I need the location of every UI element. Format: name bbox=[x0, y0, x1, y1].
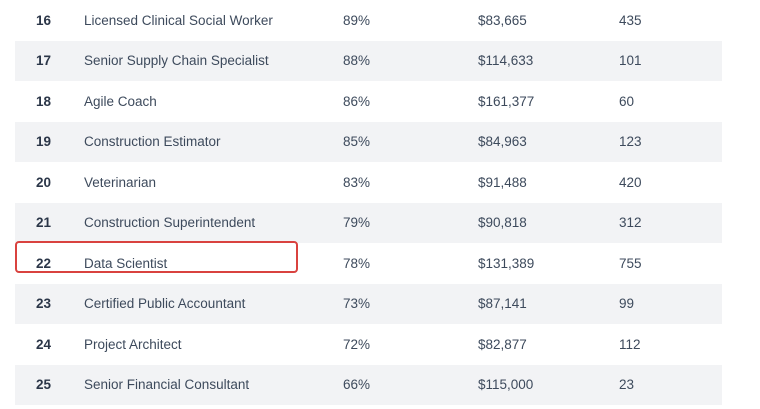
table-row: 20 Veterinarian 83% $91,488 420 bbox=[15, 162, 722, 203]
percent-cell: 73% bbox=[343, 296, 371, 312]
percent-cell: 83% bbox=[343, 174, 371, 190]
salary-cell: $131,389 bbox=[478, 255, 535, 271]
salary-cell: $114,633 bbox=[478, 53, 534, 69]
rank-cell: 21 bbox=[36, 215, 52, 231]
jobs-table: 16 Licensed Clinical Social Worker 89% $… bbox=[15, 0, 722, 405]
rank-cell: 25 bbox=[36, 377, 52, 393]
percent-cell: 86% bbox=[343, 93, 371, 109]
rank-cell: 17 bbox=[36, 53, 52, 69]
table-row-highlighted: 22 Data Scientist 78% $131,389 755 bbox=[15, 243, 722, 284]
job-title-cell: Senior Supply Chain Specialist bbox=[84, 53, 269, 69]
job-title-cell: Data Scientist bbox=[84, 255, 168, 271]
job-title-cell: Certified Public Accountant bbox=[84, 296, 246, 312]
count-cell: 60 bbox=[619, 93, 635, 109]
percent-cell: 72% bbox=[343, 336, 371, 352]
job-title-cell: Project Architect bbox=[84, 336, 182, 352]
rank-cell: 19 bbox=[36, 134, 52, 150]
salary-cell: $82,877 bbox=[478, 336, 527, 352]
rank-cell: 24 bbox=[36, 336, 52, 352]
count-cell: 23 bbox=[619, 377, 635, 393]
salary-cell: $161,377 bbox=[478, 93, 535, 109]
percent-cell: 66% bbox=[343, 377, 371, 393]
rank-cell: 18 bbox=[36, 93, 52, 109]
count-cell: 123 bbox=[619, 134, 642, 150]
salary-cell: $90,818 bbox=[478, 215, 527, 231]
job-title-cell: Agile Coach bbox=[84, 93, 157, 109]
salary-cell: $84,963 bbox=[478, 134, 527, 150]
table-row: 23 Certified Public Accountant 73% $87,1… bbox=[15, 283, 722, 324]
table-row: 19 Construction Estimator 85% $84,963 12… bbox=[15, 121, 722, 162]
job-title-cell: Construction Superintendent bbox=[84, 215, 256, 231]
percent-cell: 85% bbox=[343, 134, 371, 150]
percent-cell: 78% bbox=[343, 255, 371, 271]
job-title-cell: Construction Estimator bbox=[84, 134, 221, 150]
table-row: 21 Construction Superintendent 79% $90,8… bbox=[15, 202, 722, 243]
percent-cell: 89% bbox=[343, 12, 371, 28]
salary-cell: $87,141 bbox=[478, 296, 527, 312]
rank-cell: 23 bbox=[36, 296, 52, 312]
rank-cell: 22 bbox=[36, 255, 52, 271]
percent-cell: 79% bbox=[343, 215, 371, 231]
salary-cell: $115,000 bbox=[478, 377, 534, 393]
count-cell: 755 bbox=[619, 255, 642, 271]
job-title-cell: Senior Financial Consultant bbox=[84, 377, 250, 393]
job-title-cell: Veterinarian bbox=[84, 174, 157, 190]
table-row: 25 Senior Financial Consultant 66% $115,… bbox=[15, 364, 722, 405]
count-cell: 112 bbox=[619, 336, 641, 352]
table-row: 24 Project Architect 72% $82,877 112 bbox=[15, 324, 722, 365]
table-row: 18 Agile Coach 86% $161,377 60 bbox=[15, 81, 722, 122]
count-cell: 99 bbox=[619, 296, 635, 312]
percent-cell: 88% bbox=[343, 53, 371, 69]
rank-cell: 20 bbox=[36, 174, 52, 190]
job-title-cell: Licensed Clinical Social Worker bbox=[84, 12, 273, 28]
salary-cell: $83,665 bbox=[478, 12, 527, 28]
rank-cell: 16 bbox=[36, 12, 52, 28]
count-cell: 312 bbox=[619, 215, 642, 231]
count-cell: 101 bbox=[619, 53, 642, 69]
table-row: 17 Senior Supply Chain Specialist 88% $1… bbox=[15, 40, 722, 81]
salary-cell: $91,488 bbox=[478, 174, 527, 190]
count-cell: 420 bbox=[619, 174, 642, 190]
table-row: 16 Licensed Clinical Social Worker 89% $… bbox=[15, 0, 722, 41]
count-cell: 435 bbox=[619, 12, 642, 28]
